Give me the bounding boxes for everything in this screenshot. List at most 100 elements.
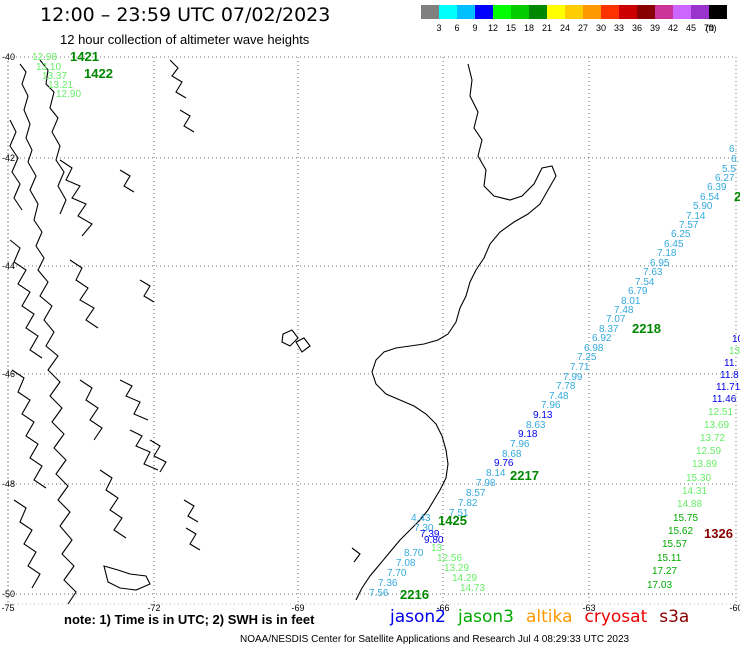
- latitude-label: -44: [2, 261, 15, 271]
- wave-height-value: 6.95: [650, 258, 670, 269]
- colorbar-label: 12: [488, 23, 498, 33]
- wave-height-value: 15.62: [668, 526, 693, 537]
- wave-height-value: 7.08: [396, 558, 416, 569]
- lat-lon-grid: -40-42-44-46-48-50-75-72-69-66-63-60: [1, 52, 740, 613]
- wave-height-value: 13: [729, 346, 740, 357]
- wave-height-value: 14.29: [452, 573, 477, 584]
- wave-height-value: 7.56: [369, 588, 389, 599]
- colorbar-label: 9: [472, 23, 477, 33]
- wave-height-value: 8.14: [486, 468, 506, 479]
- pass-number-label: 1421: [70, 49, 99, 64]
- wave-height-value: 9.13: [533, 410, 553, 421]
- mission-legend: jason2 jason3 altika cryosat s3a: [390, 607, 701, 627]
- wave-height-value: 11.46: [712, 394, 737, 405]
- wave-height-value: 17.03: [647, 580, 672, 591]
- wave-height-value: 15.30: [686, 473, 711, 484]
- colorbar-swatch: [673, 5, 691, 19]
- wave-height-value: 13.21: [48, 80, 73, 91]
- longitude-label: -75: [1, 603, 14, 613]
- colorbar-swatch: [457, 5, 475, 19]
- longitude-label: -66: [436, 603, 449, 613]
- latitude-label: -46: [2, 369, 15, 379]
- wave-height-value: 9.18: [518, 429, 538, 440]
- wave-height-value: 13: [431, 543, 443, 554]
- colorbar-swatch: [475, 5, 493, 19]
- colorbar-label: 42: [668, 23, 678, 33]
- wave-height-value: 6.39: [707, 182, 727, 193]
- wave-height-value: 8.37: [599, 324, 619, 335]
- colorbar-label: 27: [578, 23, 588, 33]
- wave-height-value: 15.11: [657, 553, 682, 564]
- colorbar-swatch: [421, 5, 439, 19]
- wave-height-value: 13.29: [444, 563, 469, 574]
- colorbar-swatch: [601, 5, 619, 19]
- pass-number-label: 2218: [632, 321, 661, 336]
- colorbar-swatch: [565, 5, 583, 19]
- wave-height-value: 11.71: [716, 382, 740, 393]
- wave-height-value: 8.01: [621, 296, 641, 307]
- wave-height-value: 13.10: [36, 62, 61, 73]
- wave-height-value: 15.57: [662, 539, 687, 550]
- wave-height-value: 13.72: [700, 433, 725, 444]
- wave-height-value: 6.: [731, 154, 739, 165]
- wave-height-value: 5.90: [693, 201, 713, 212]
- wave-height-value: 6.: [729, 144, 737, 155]
- wave-height-value: 14.73: [460, 583, 485, 594]
- mission-jason3: jason3: [458, 607, 514, 627]
- wave-height-value: 7.14: [686, 211, 706, 222]
- footer-note: note: 1) Time is in UTC; 2) SWH is in fe…: [64, 612, 315, 627]
- colorbar-label: 6: [454, 23, 459, 33]
- wave-height-value: 6.92: [592, 333, 612, 344]
- longitude-label: -60: [729, 603, 740, 613]
- wave-height-value: 7.25: [577, 352, 597, 363]
- colorbar-swatch: [493, 5, 511, 19]
- wave-height-value: 7.82: [458, 498, 478, 509]
- colorbar-label: 3: [436, 23, 441, 33]
- colorbar-label: 24: [560, 23, 570, 33]
- wave-height-value: 7.57: [679, 220, 699, 231]
- map-subtitle: 12 hour collection of altimeter wave hei…: [60, 32, 310, 47]
- map-frame: [7, 56, 737, 605]
- wave-height-value: 7.63: [643, 267, 663, 278]
- colorbar-label: (ft): [706, 23, 717, 33]
- wave-height-value: 12.59: [696, 446, 721, 457]
- colorbar-label: 15: [506, 23, 516, 33]
- colorbar-label: 21: [542, 23, 552, 33]
- credit-line: NOAA/NESDIS Center for Satellite Applica…: [240, 634, 630, 645]
- wave-height-value: 7.70: [387, 568, 407, 579]
- wave-height-value: 12.51: [708, 407, 733, 418]
- longitude-label: -69: [291, 603, 304, 613]
- color-scale-legend: 3 6 9 12 15 18 21 24 27 30 33 36 39 42 45 70(ft): [421, 5, 727, 33]
- wave-height-value: 9.76: [494, 458, 514, 469]
- wave-height-value: 6.25: [671, 229, 691, 240]
- longitude-label: -72: [147, 603, 160, 613]
- wave-height-value: 4.43: [411, 513, 431, 524]
- wave-height-value: 7.98: [476, 478, 496, 489]
- colorbar-swatch: [529, 5, 547, 19]
- wave-height-value: 8.68: [502, 449, 522, 460]
- latitude-label: -42: [2, 153, 15, 163]
- colorbar-swatch: [691, 5, 709, 19]
- wave-height-value: 8.57: [466, 488, 486, 499]
- mission-cryosat: cryosat: [584, 607, 648, 627]
- wave-height-value: 12.56: [437, 553, 462, 564]
- wave-height-value: 7.48: [549, 391, 569, 402]
- pass-numbers: 1421 1422 2218 2 2217 1425 2216 1326: [70, 49, 740, 602]
- wave-height-value: 7.30: [414, 523, 434, 534]
- coastline: [9, 59, 557, 605]
- wave-height-value: 11.: [724, 358, 737, 369]
- colorbar-swatch: [637, 5, 655, 19]
- wave-height-value: 12.98: [32, 52, 57, 63]
- wave-height-value: 14.88: [677, 499, 702, 510]
- wave-height-value: 7.18: [657, 248, 677, 259]
- wave-height-value: 7.96: [510, 439, 530, 450]
- wave-height-value: 15.75: [673, 513, 698, 524]
- wave-height-value: 7.96: [541, 400, 561, 411]
- pass-number-label: 2216: [400, 587, 429, 602]
- colorbar-swatch: [655, 5, 673, 19]
- colorbar-label: 36: [632, 23, 642, 33]
- mission-s3a: s3a: [659, 607, 690, 627]
- colorbar-swatch: [547, 5, 565, 19]
- wave-height-value: 7.48: [614, 305, 634, 316]
- wave-height-value: 12.90: [56, 89, 81, 100]
